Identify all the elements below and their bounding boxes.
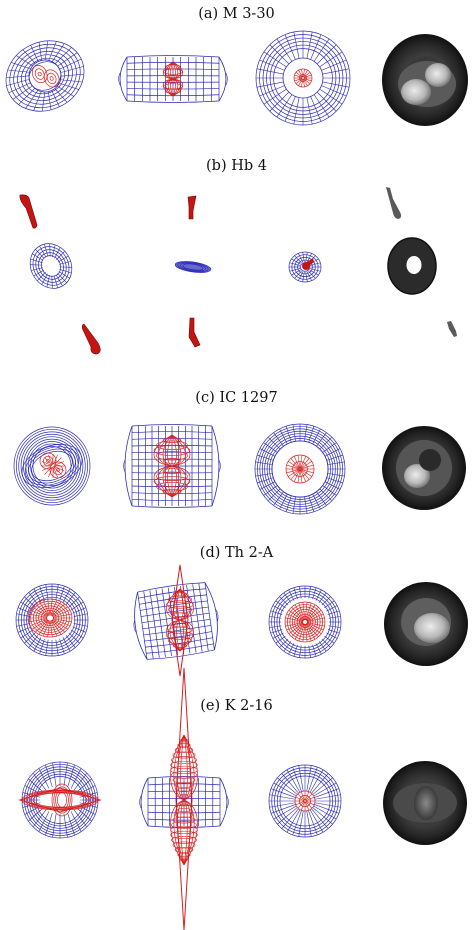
wireframe-tilted-view (18, 761, 102, 839)
panel-c: (c) IC 1297 (13, 390, 466, 515)
panel-e: (e) K 2-16 (18, 667, 467, 930)
rendered-image (384, 582, 468, 666)
wireframe-pole-view (268, 764, 342, 838)
rendered-image (386, 187, 457, 337)
wireframe-tilted-view (19, 194, 101, 355)
wireframe-tilted-view (13, 426, 91, 506)
wireframe-side-view (174, 195, 212, 348)
wireframe-tilted-view (5, 40, 85, 112)
wireframe-tilted-view (15, 583, 89, 657)
wireframe-pole-view (254, 423, 346, 515)
wireframe-side-view (139, 667, 229, 930)
panel-b: (b) Hb 4 (19, 158, 457, 355)
panel-caption: (c) IC 1297 (195, 390, 277, 406)
wireframe-pole-view (255, 30, 351, 126)
panel-d: (d) Th 2-A (15, 545, 468, 677)
panel-caption: (a) M 3-30 (198, 6, 275, 22)
rendered-image (383, 761, 467, 845)
panel-caption: (d) Th 2-A (200, 545, 274, 561)
wireframe-pole-view (268, 585, 342, 659)
wireframe-side-view (118, 55, 228, 103)
rendered-image (382, 34, 468, 126)
rendered-image (382, 426, 466, 510)
panel-a: (a) M 3-30 (5, 6, 468, 126)
wireframe-pole-view (288, 251, 322, 283)
wireframe-side-view (133, 564, 219, 677)
panel-caption: (b) Hb 4 (206, 158, 267, 174)
wireframe-side-view (123, 424, 221, 508)
panel-caption: (e) K 2-16 (200, 698, 273, 714)
